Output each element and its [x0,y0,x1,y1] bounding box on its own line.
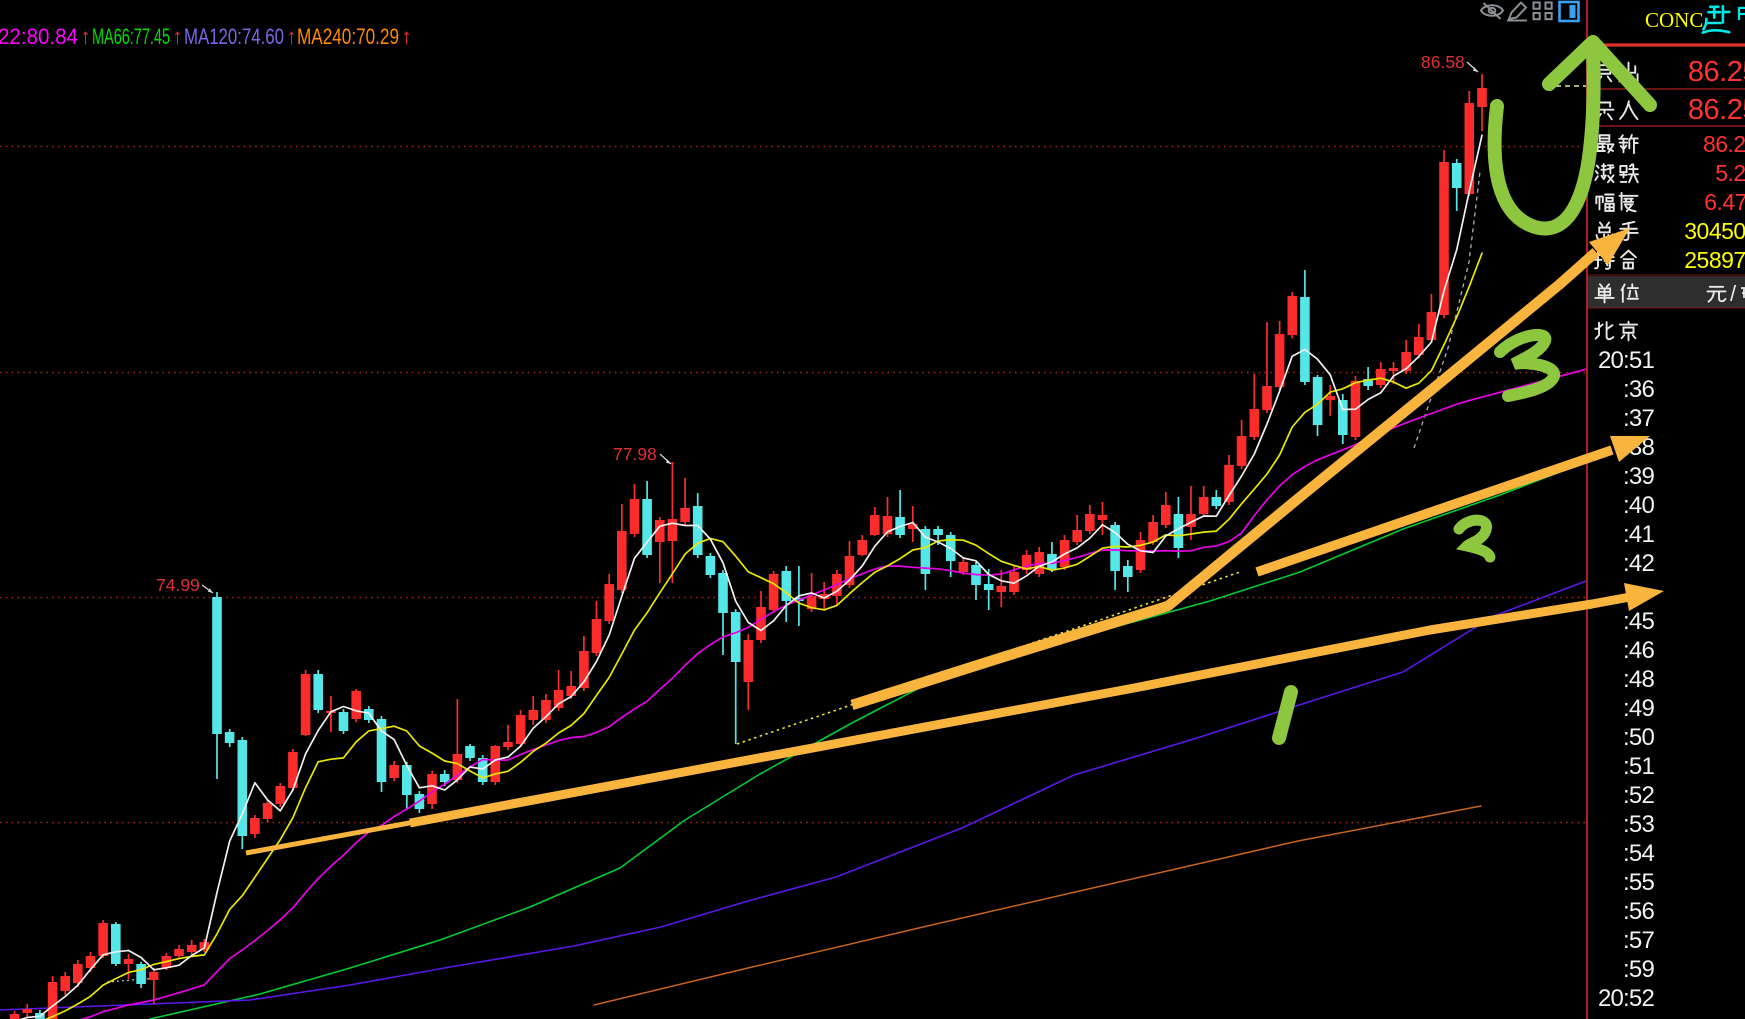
svg-text:6.47: 6.47 [1704,189,1745,215]
svg-text:↑: ↑ [172,24,183,49]
svg-text::59: :59 [1623,956,1654,983]
svg-text::53: :53 [1623,811,1654,838]
svg-text:/: / [1730,281,1737,306]
svg-text::51: :51 [1623,753,1654,780]
svg-text::46: :46 [1623,637,1654,664]
svg-text:86.25: 86.25 [1688,94,1745,126]
svg-text:22:80.84: 22:80.84 [0,24,78,49]
svg-text:MA240:70.29: MA240:70.29 [297,24,399,49]
svg-text::40: :40 [1623,492,1654,519]
svg-text::54: :54 [1623,840,1654,867]
svg-text::52: :52 [1623,782,1654,809]
svg-text:86.58: 86.58 [1421,52,1465,72]
svg-text:20:52: 20:52 [1598,985,1655,1012]
svg-text:5.24: 5.24 [1715,160,1745,186]
svg-text:20:51: 20:51 [1598,347,1655,374]
svg-text::36: :36 [1623,376,1654,403]
svg-text:77.98: 77.98 [613,444,657,464]
svg-text:74.99: 74.99 [156,575,200,595]
svg-text:↑: ↑ [80,24,91,49]
svg-text:MA120:74.60: MA120:74.60 [184,24,284,49]
svg-text::45: :45 [1623,608,1654,635]
svg-text::50: :50 [1623,724,1654,751]
svg-text::42: :42 [1623,550,1654,577]
svg-text:86.25: 86.25 [1688,56,1745,88]
svg-text::39: :39 [1623,463,1654,490]
svg-text::57: :57 [1623,927,1654,954]
svg-text:CONC: CONC [1645,8,1703,32]
svg-text:↑: ↑ [401,24,412,49]
svg-text::56: :56 [1623,898,1654,925]
svg-text::48: :48 [1623,666,1654,693]
svg-text:258974: 258974 [1684,247,1745,273]
svg-text:MA66:77.45: MA66:77.45 [92,24,170,49]
svg-text::55: :55 [1623,869,1654,896]
svg-text:↑: ↑ [286,24,297,49]
svg-text::41: :41 [1623,521,1654,548]
svg-text::37: :37 [1623,405,1654,432]
svg-text::49: :49 [1623,695,1654,722]
svg-text:86.25: 86.25 [1703,131,1745,157]
